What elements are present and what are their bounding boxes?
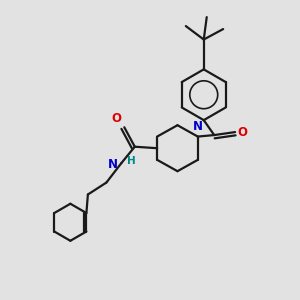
Text: H: H [127,156,136,166]
Text: O: O [111,112,121,125]
Text: N: N [108,158,118,171]
Text: O: O [238,126,248,139]
Text: N: N [193,120,203,133]
